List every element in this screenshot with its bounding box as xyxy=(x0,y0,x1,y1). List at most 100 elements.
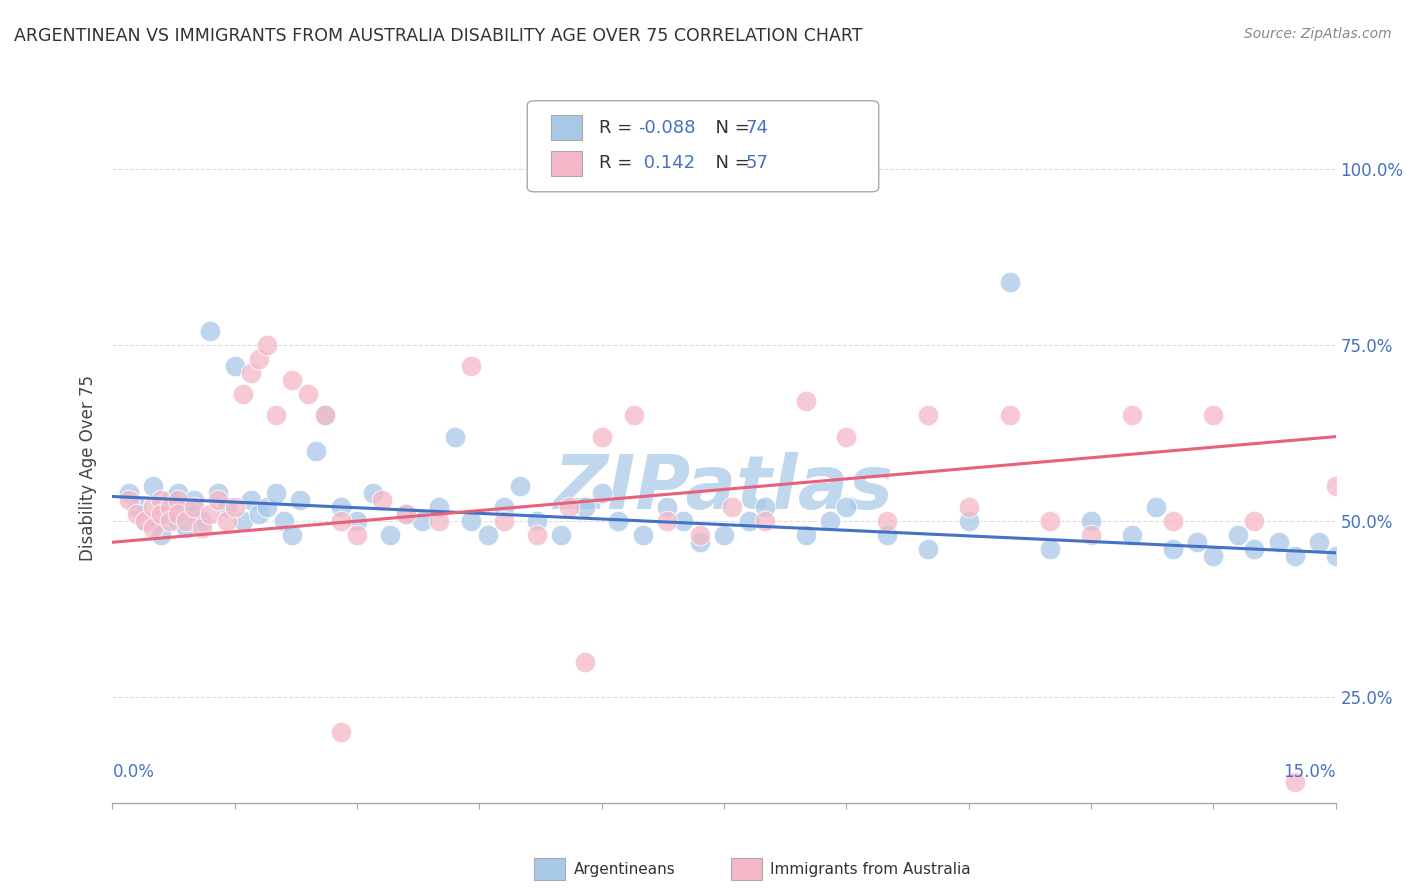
Text: ZIPatlas: ZIPatlas xyxy=(554,452,894,524)
Point xyxy=(998,409,1021,423)
Point xyxy=(264,409,287,423)
Point xyxy=(591,486,613,500)
Point xyxy=(1161,514,1184,528)
Point xyxy=(159,500,181,514)
Point xyxy=(118,493,141,508)
Point xyxy=(1144,500,1167,514)
Point xyxy=(191,514,214,528)
Point xyxy=(346,514,368,528)
Point xyxy=(460,514,482,528)
Point xyxy=(142,521,165,535)
Text: 0.142: 0.142 xyxy=(638,154,696,172)
Point xyxy=(232,387,254,401)
Point xyxy=(305,443,328,458)
Point xyxy=(200,324,222,338)
Point xyxy=(395,507,418,521)
Point xyxy=(232,514,254,528)
Point xyxy=(835,500,858,514)
Point xyxy=(378,528,401,542)
Point xyxy=(1121,409,1143,423)
Point xyxy=(183,507,205,521)
Point xyxy=(329,514,352,528)
Point xyxy=(256,338,278,352)
Point xyxy=(1202,549,1225,564)
Point xyxy=(215,500,238,514)
Point xyxy=(444,429,467,443)
Point xyxy=(655,514,678,528)
Point xyxy=(159,514,181,528)
Text: -0.088: -0.088 xyxy=(638,119,696,136)
Point xyxy=(672,514,695,528)
Point xyxy=(159,493,181,508)
Text: R =: R = xyxy=(599,154,638,172)
Text: 0.0%: 0.0% xyxy=(112,763,155,780)
Point xyxy=(1308,535,1330,549)
Point xyxy=(183,500,205,514)
Point xyxy=(174,500,197,514)
Point xyxy=(150,500,173,514)
Point xyxy=(1324,479,1347,493)
Point xyxy=(607,514,630,528)
Point xyxy=(166,514,188,528)
Point xyxy=(1324,549,1347,564)
Point xyxy=(142,500,165,514)
Text: Source: ZipAtlas.com: Source: ZipAtlas.com xyxy=(1244,27,1392,41)
Text: 15.0%: 15.0% xyxy=(1284,763,1336,780)
Point xyxy=(174,514,197,528)
Point xyxy=(118,486,141,500)
Point xyxy=(794,528,817,542)
Point xyxy=(224,359,246,374)
Point xyxy=(370,493,392,508)
Point xyxy=(1202,409,1225,423)
Point xyxy=(247,352,270,367)
Point xyxy=(224,500,246,514)
Text: R =: R = xyxy=(599,119,638,136)
Point xyxy=(150,528,173,542)
Point xyxy=(215,514,238,528)
Text: 74: 74 xyxy=(745,119,768,136)
Point xyxy=(411,514,433,528)
Point xyxy=(477,528,499,542)
Point xyxy=(492,500,515,514)
Point xyxy=(281,528,304,542)
Point xyxy=(526,528,548,542)
Point xyxy=(142,514,165,528)
Point xyxy=(917,409,939,423)
Point xyxy=(125,500,148,514)
Point xyxy=(174,521,197,535)
Point xyxy=(721,500,744,514)
Point xyxy=(1121,528,1143,542)
Point xyxy=(329,500,352,514)
Point xyxy=(835,429,858,443)
Point xyxy=(558,500,581,514)
Point xyxy=(314,409,336,423)
Point xyxy=(166,486,188,500)
Y-axis label: Disability Age Over 75: Disability Age Over 75 xyxy=(79,376,97,561)
Point xyxy=(689,528,711,542)
Point xyxy=(166,507,188,521)
Point xyxy=(550,528,572,542)
Point xyxy=(247,507,270,521)
Point xyxy=(957,514,980,528)
Point xyxy=(1226,528,1249,542)
Point xyxy=(574,500,596,514)
Point xyxy=(150,507,173,521)
Point xyxy=(509,479,531,493)
Point xyxy=(574,655,596,669)
Point xyxy=(1039,542,1062,557)
Text: 57: 57 xyxy=(745,154,768,172)
Point xyxy=(794,394,817,409)
Point xyxy=(1243,514,1265,528)
Point xyxy=(1267,535,1289,549)
Point xyxy=(754,514,776,528)
Point xyxy=(329,725,352,739)
Point xyxy=(689,535,711,549)
Point xyxy=(737,514,759,528)
Point xyxy=(150,493,173,508)
Point xyxy=(297,387,319,401)
Point xyxy=(273,514,295,528)
Point xyxy=(166,493,188,508)
Point xyxy=(623,409,645,423)
Text: N =: N = xyxy=(704,119,756,136)
Point xyxy=(1080,528,1102,542)
